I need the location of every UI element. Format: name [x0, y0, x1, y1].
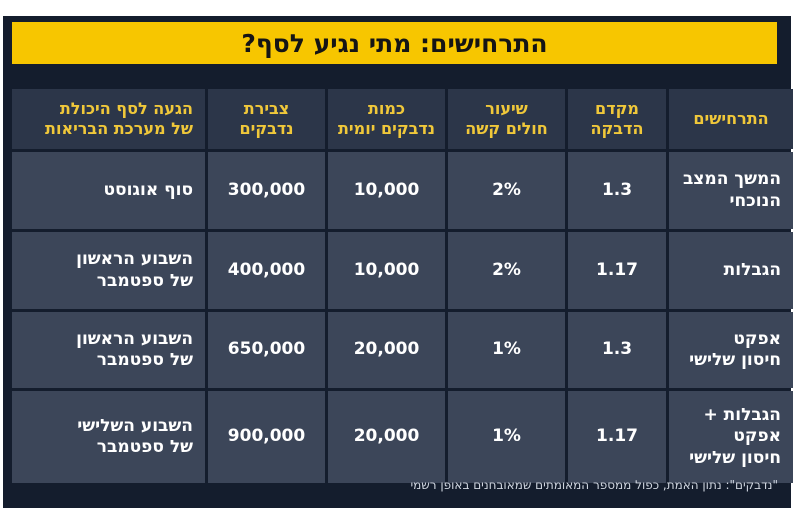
table-cell-scenario: הגבלות [669, 232, 793, 309]
table-cell-infection-coefficient: 1.3 [568, 152, 666, 229]
table-cell-scenario: הגבלות + אפקט חיסון שלישי [669, 391, 793, 483]
table-cell-severe-rate: 1% [448, 391, 565, 483]
table-cell-infection-coefficient: 1.3 [568, 312, 666, 388]
table-cell-cumulative-infected: 650,000 [208, 312, 325, 388]
table-cell-capacity-threshold: השבוע השלישי של ספטמבר [12, 391, 205, 483]
page-title: התרחישים: מתי נגיע לסף? [12, 22, 777, 64]
table-cell-severe-rate: 2% [448, 152, 565, 229]
table-cell-cumulative-infected: 300,000 [208, 152, 325, 229]
table-cell-daily-infected: 10,000 [328, 232, 445, 309]
table-cell-capacity-threshold: סוף אוגוסט [12, 152, 205, 229]
table-cell-infection-coefficient: 1.17 [568, 391, 666, 483]
table-cell-daily-infected: 20,000 [328, 312, 445, 388]
header-cumulative-infected: צבירת נדבקים [208, 89, 325, 149]
header-scenario: התרחישים [669, 89, 793, 149]
table-cell-capacity-threshold: השבוע הראשון של ספטמבר [12, 232, 205, 309]
header-capacity-threshold: הגעה לסף היכולת של מערכת הבריאות [12, 89, 205, 149]
scenarios-table: הגעה לסף היכולת של מערכת הבריאות צבירת נ… [12, 89, 793, 483]
table-cell-daily-infected: 20,000 [328, 391, 445, 483]
table-cell-capacity-threshold: השבוע הראשון של ספטמבר [12, 312, 205, 388]
header-daily-infected: כמות נדבקים יומית [328, 89, 445, 149]
table-cell-severe-rate: 1% [448, 312, 565, 388]
table-cell-infection-coefficient: 1.17 [568, 232, 666, 309]
table-cell-cumulative-infected: 900,000 [208, 391, 325, 483]
table-cell-cumulative-infected: 400,000 [208, 232, 325, 309]
table-cell-severe-rate: 2% [448, 232, 565, 309]
table-cell-scenario: אפקט חיסון שלישי [669, 312, 793, 388]
table-cell-scenario: המשך המצב הנוכחי [669, 152, 793, 229]
table-cell-daily-infected: 10,000 [328, 152, 445, 229]
header-severe-rate: שיעור חולים קשה [448, 89, 565, 149]
footnote: "נדבקים": נתון האמת, כפול ממספר המאומתים… [410, 478, 778, 492]
header-infection-coefficient: מקדם הדבקה [568, 89, 666, 149]
